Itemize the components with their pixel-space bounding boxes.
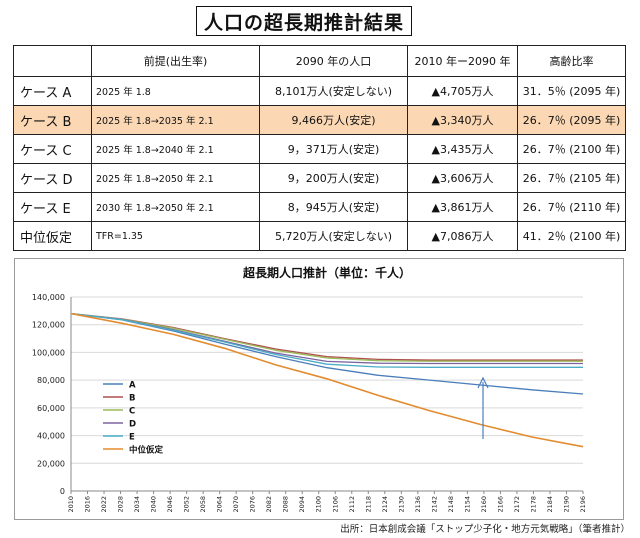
table-row: ケース B 2025 年 1.8→2035 年 2.1 9,466万人(安定) ▲3,… [13,105,626,135]
y-tick-label: 40,000 [37,432,65,441]
legend-label: B [129,394,135,404]
annotation-arrow-head [477,376,489,389]
projection-table: 前提(出生率) 2090 年の人口 2010 年ー2090 年 高齢比率 ケース… [13,45,626,251]
x-tick-label: 2022 [100,496,108,513]
table-row: ケース A 2025 年 1.8 8,101万人(安定しない) ▲4,705万人 31．… [13,76,626,106]
x-tick-label: 2100 [315,496,323,513]
change-cell: ▲3,861万人 [407,192,518,222]
population-2090-cell: 8,101万人(安定しない) [259,76,408,106]
x-tick-label: 2034 [133,496,141,513]
population-2090-cell: 9,466万人(安定) [259,105,408,135]
header-cell: 2010 年ー2090 年 [407,45,518,77]
case-cell: ケース B [13,105,92,135]
y-tick-label: 140,000 [32,293,65,302]
table-row: ケース C 2025 年 1.8→2040 年 2.1 9，371万人(安定) ▲3,… [13,134,626,164]
x-tick-label: 2190 [562,496,570,513]
table-row: 中位仮定 TFR=1.35 5,720万人(安定しない) ▲7,086万人 41．2％ … [13,221,626,251]
x-tick-label: 2028 [117,496,125,513]
x-tick-label: 2124 [381,496,389,513]
x-tick-label: 2178 [529,496,537,513]
population-line-chart: 超長期人口推計（単位：千人） 0 20,000 40,000 60,000 80,000 1… [32,265,587,513]
x-tick-label: 2184 [546,496,554,513]
x-tick-label: 2172 [513,496,521,513]
y-tick-label: 60,000 [37,404,65,413]
elderly-ratio-cell: 26．7％ (2095 年) [517,105,626,135]
change-cell: ▲4,705万人 [407,76,518,106]
series-line-6 [70,312,584,448]
premise-cell: 2025 年 1.8→2040 年 2.1 [91,134,260,164]
x-tick-label: 2130 [397,496,405,513]
x-tick-label: 2052 [183,496,191,513]
legend-label: 中位仮定 [129,445,164,456]
legend-label: A [129,381,136,391]
chart-panel: 超長期人口推計（単位：千人） 0 20,000 40,000 60,000 80,000 1… [14,258,624,520]
x-tick-label: 2058 [199,496,207,513]
x-tick-label: 2046 [166,496,174,513]
premise-cell: 2030 年 1.8→2050 年 2.1 [91,192,260,222]
y-tick-label: 80,000 [37,376,65,385]
header-cell: 前提(出生率) [91,45,260,77]
x-tick-label: 2040 [150,496,158,513]
x-tick-label: 2010 [67,496,75,513]
elderly-ratio-cell: 26．7％ (2100 年) [517,134,626,164]
premise-cell: 2025 年 1.8→2050 年 2.1 [91,163,260,193]
series-line-2 [70,312,583,361]
change-cell: ▲3,606万人 [407,163,518,193]
premise-cell: 2025 年 1.8→2035 年 2.1 [91,105,260,135]
x-tick-label: 2076 [249,496,257,513]
source-note: 出所：日本創成会議「ストップ少子化・地方元気戦略」（筆者推計） [340,524,630,535]
change-cell: ▲7,086万人 [407,221,518,251]
legend-label: C [129,407,135,417]
case-cell: ケース C [13,134,92,164]
case-cell: ケース E [13,192,92,222]
y-tick-label: 20,000 [37,459,65,468]
x-tick-label: 2118 [364,496,372,513]
case-cell: ケース A [13,76,92,106]
case-cell: ケース D [13,163,92,193]
x-tick-label: 2160 [480,496,488,513]
population-2090-cell: 5,720万人(安定しない) [259,221,408,251]
page-title: 人口の超長期推計結果 [196,6,412,36]
case-cell: 中位仮定 [13,221,92,251]
x-tick-label: 2112 [348,496,356,513]
x-tick-label: 2142 [430,496,438,513]
y-tick-label: 120,000 [32,321,65,330]
x-tick-label: 2070 [232,496,240,513]
x-tick-label: 2106 [331,496,339,513]
y-tick-label: 100,000 [32,348,65,357]
table-row: ケース E 2030 年 1.8→2050 年 2.1 8，945万人(安定) ▲3,… [13,192,626,222]
x-tick-label: 2154 [463,496,471,513]
table-row: ケース D 2025 年 1.8→2050 年 2.1 9，200万人(安定) ▲3,… [13,163,626,193]
x-tick-label: 2082 [265,496,273,513]
header-cell: 高齢比率 [517,45,626,77]
x-tick-label: 2064 [216,496,224,513]
change-cell: ▲3,435万人 [407,134,518,164]
elderly-ratio-cell: 26．7％ (2105 年) [517,163,626,193]
x-tick-label: 2196 [579,496,587,513]
premise-cell: TFR=1.35 [91,221,260,251]
series-line-5 [70,312,583,368]
elderly-ratio-cell: 31．5％ (2095 年) [517,76,626,106]
legend-label: E [129,433,135,443]
population-2090-cell: 8，945万人(安定) [259,192,408,222]
y-tick-label: 0 [60,487,65,496]
table-header-row: 前提(出生率) 2090 年の人口 2010 年ー2090 年 高齢比率 [13,45,626,77]
chart-title: 超長期人口推計（単位：千人） [242,265,411,280]
x-tick-label: 2148 [447,496,455,513]
x-tick-label: 2088 [282,496,290,513]
header-cell: 2090 年の人口 [259,45,408,77]
x-tick-label: 2016 [84,496,92,513]
series-line-3 [70,312,583,362]
x-tick-label: 2136 [414,496,422,513]
x-tick-label: 2166 [496,496,504,513]
change-cell: ▲3,340万人 [407,105,518,135]
legend-label: D [129,420,136,430]
elderly-ratio-cell: 41．2％ (2100 年) [517,221,626,251]
premise-cell: 2025 年 1.8 [91,76,260,106]
elderly-ratio-cell: 26．7％ (2110 年) [517,192,626,222]
x-tick-label: 2094 [298,496,306,513]
header-cell [13,45,92,77]
population-2090-cell: 9，200万人(安定) [259,163,408,193]
population-2090-cell: 9，371万人(安定) [259,134,408,164]
